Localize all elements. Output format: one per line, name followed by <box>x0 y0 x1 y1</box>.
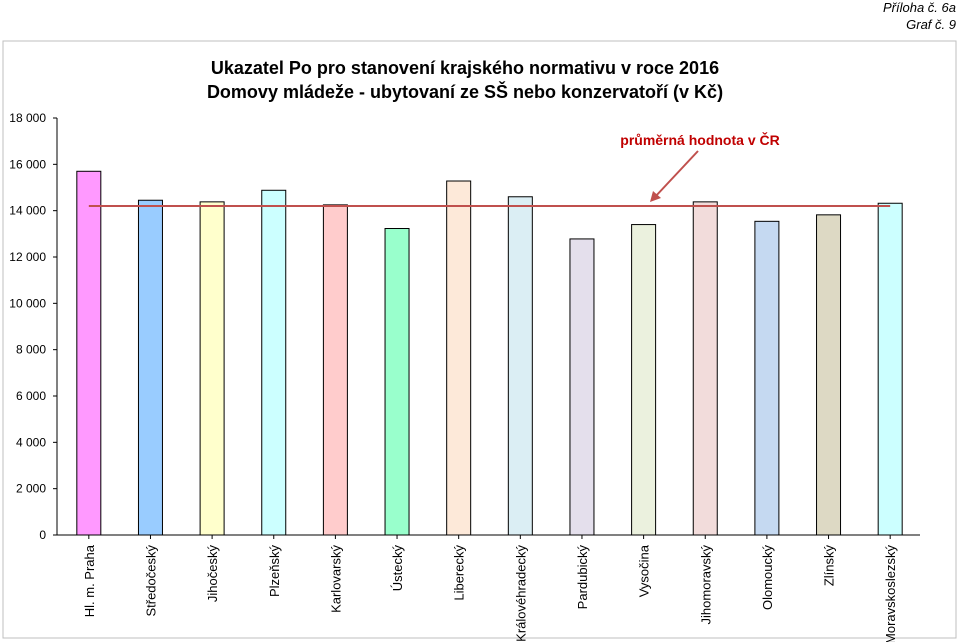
x-tick-label: Moravskoslezský <box>883 545 898 642</box>
x-tick-label: Olomoucký <box>760 545 775 611</box>
x-tick-label: Vysočina <box>637 544 652 597</box>
chart-title-line-2: Domovy mládeže - ubytovaní ze SŠ nebo ko… <box>207 81 723 102</box>
y-tick-label: 12 000 <box>9 250 46 264</box>
bar-0 <box>76 170 102 536</box>
y-tick-label: 0 <box>39 528 46 542</box>
average-label: průměrná hodnota v ČR <box>620 131 779 148</box>
average-arrow <box>653 150 699 199</box>
bar-5 <box>384 228 410 536</box>
x-tick-label: Liberecký <box>452 545 467 601</box>
x-tick-label: Hl. m. Praha <box>82 544 97 617</box>
bar-9 <box>631 224 657 536</box>
x-tick-label: Jihočeský <box>205 545 220 603</box>
x-tick-label: Středočeský <box>143 545 158 617</box>
bar-13 <box>877 202 903 536</box>
bar-1 <box>137 199 163 536</box>
x-tick-label: Jihomoravský <box>698 545 713 625</box>
bar-11 <box>754 220 780 536</box>
graph-number-label: Graf č. 9 <box>906 17 956 32</box>
bar-2 <box>199 201 225 536</box>
y-tick-label: 18 000 <box>9 111 46 125</box>
plot-area-border <box>2 40 957 639</box>
bar-10 <box>692 201 718 536</box>
bar-7 <box>507 196 533 536</box>
annex-label: Příloha č. 6a <box>883 0 956 15</box>
x-tick-label: Zlínský <box>822 545 837 587</box>
y-tick-label: 8 000 <box>16 343 46 357</box>
x-tick-label: Plzeňský <box>267 545 282 598</box>
bar-8 <box>569 238 595 536</box>
bar-3 <box>261 189 287 536</box>
y-tick-label: 2 000 <box>16 482 46 496</box>
x-tick-label: Pardubický <box>575 545 590 610</box>
y-tick-label: 6 000 <box>16 389 46 403</box>
y-tick-label: 4 000 <box>16 435 46 449</box>
bar-4 <box>322 204 348 536</box>
y-tick-label: 16 000 <box>9 157 46 171</box>
y-tick-label: 14 000 <box>9 204 46 218</box>
x-tick-label: Ústecký <box>390 545 405 592</box>
x-tick-label: Karlovarský <box>328 545 343 613</box>
y-tick-label: 10 000 <box>9 296 46 310</box>
bar-12 <box>816 214 842 536</box>
average-arrow-head <box>650 191 661 202</box>
bar-6 <box>446 180 472 536</box>
x-tick-label: Královéhradecký <box>513 545 528 642</box>
chart-title-line-1: Ukazatel Po pro stanovení krajského norm… <box>211 58 719 78</box>
